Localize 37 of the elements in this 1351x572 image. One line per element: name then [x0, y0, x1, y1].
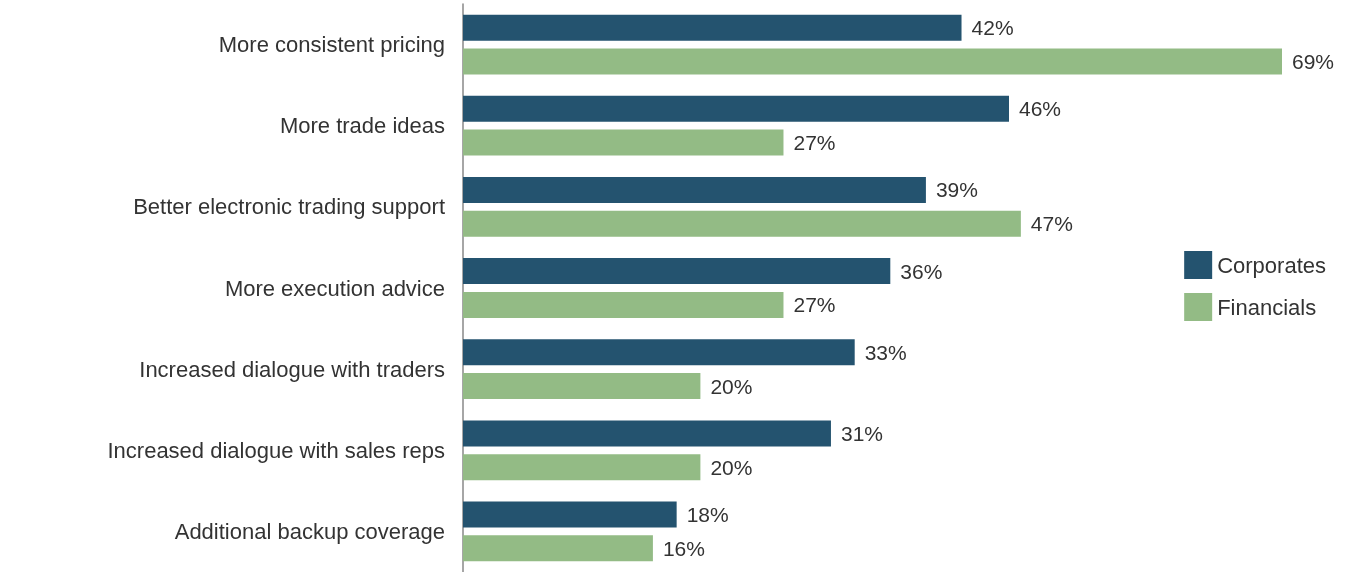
y-tick-label: More trade ideas — [279, 113, 445, 139]
data-label: 27% — [793, 293, 836, 317]
data-label: 20% — [710, 455, 753, 479]
bar — [463, 14, 962, 41]
bar — [463, 129, 784, 156]
data-label: 42% — [971, 16, 1014, 40]
y-tick-label: More consistent pricing — [218, 32, 445, 58]
data-label: 18% — [686, 503, 729, 527]
bar — [463, 501, 677, 528]
y-tick-label: Increased dialogue with traders — [139, 356, 445, 382]
bar — [463, 210, 1021, 237]
legend-label: Financials — [1217, 294, 1317, 320]
data-label: 31% — [840, 421, 883, 445]
bar — [463, 535, 653, 562]
y-tick-label: Additional backup coverage — [174, 518, 445, 544]
data-label: 27% — [793, 131, 836, 155]
data-label: 33% — [864, 340, 907, 364]
data-label: 47% — [1030, 212, 1073, 236]
bar — [463, 420, 831, 447]
legend-label: Corporates — [1217, 252, 1327, 278]
bar — [463, 373, 701, 400]
y-tick-label: Increased dialogue with sales reps — [107, 437, 445, 463]
data-label: 69% — [1292, 49, 1335, 73]
bar — [463, 176, 926, 203]
data-label: 39% — [935, 178, 978, 202]
bar — [463, 48, 1282, 75]
bar — [463, 454, 701, 481]
bar — [463, 95, 1009, 122]
data-label: 16% — [662, 536, 705, 560]
bar — [463, 339, 855, 366]
data-label: 20% — [710, 374, 753, 398]
y-tick-label: Better electronic trading support — [133, 194, 445, 220]
bar — [463, 291, 784, 318]
data-label: 46% — [1019, 97, 1062, 121]
bar — [463, 258, 891, 285]
y-tick-label: More execution advice — [224, 275, 445, 301]
data-label: 36% — [900, 259, 943, 283]
